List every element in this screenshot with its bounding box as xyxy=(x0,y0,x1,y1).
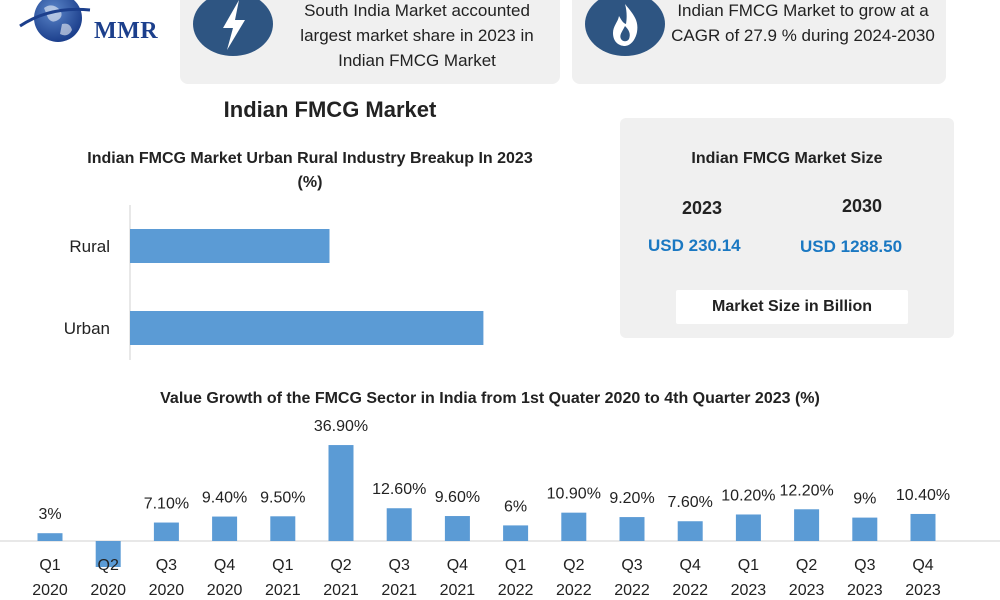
tick-label-quarter: Q3 xyxy=(389,557,410,574)
tick-label-year: 2022 xyxy=(498,582,534,599)
data-label: 10.20% xyxy=(721,487,775,504)
bar xyxy=(561,512,587,541)
bar xyxy=(328,445,354,541)
data-label: 9% xyxy=(853,491,876,508)
bar-rural xyxy=(130,229,330,263)
category-label: Urban xyxy=(64,319,110,338)
data-label: 9.60% xyxy=(435,489,480,506)
tick-label-quarter: Q2 xyxy=(330,557,351,574)
tick-label-quarter: Q2 xyxy=(796,557,817,574)
data-label: 6% xyxy=(504,498,527,515)
bar xyxy=(153,522,179,541)
bar xyxy=(212,516,238,541)
tick-label-year: 2021 xyxy=(440,582,476,599)
data-label: 9.40% xyxy=(202,490,247,507)
data-label: 7.10% xyxy=(144,496,189,513)
tick-label-quarter: Q2 xyxy=(563,557,584,574)
tick-label-quarter: Q3 xyxy=(854,557,875,574)
bar xyxy=(735,514,761,541)
tick-label-year: 2023 xyxy=(789,582,825,599)
tick-label-year: 2020 xyxy=(90,582,126,599)
tick-label-quarter: Q1 xyxy=(738,557,759,574)
bar xyxy=(503,525,529,541)
bar xyxy=(794,509,820,541)
data-label: 36.90% xyxy=(314,418,368,435)
data-label: 10.40% xyxy=(896,487,950,504)
tick-label-quarter: Q4 xyxy=(680,557,701,574)
lightning-bolt-icon xyxy=(193,0,273,56)
data-label: 12.20% xyxy=(779,482,833,499)
info-card-market-share: South India Market accounted largest mar… xyxy=(180,0,560,84)
bar xyxy=(444,516,470,541)
tick-label-year: 2021 xyxy=(323,582,359,599)
bar xyxy=(95,541,121,567)
value-growth-chart-title: Value Growth of the FMCG Sector in India… xyxy=(160,390,820,407)
tick-label-year: 2023 xyxy=(731,582,767,599)
tick-label-quarter: Q4 xyxy=(912,557,933,574)
bar xyxy=(37,533,63,541)
data-label: 9.50% xyxy=(260,489,305,506)
data-label: 7.60% xyxy=(668,494,713,511)
brand-logo: MMR xyxy=(14,0,164,50)
bar xyxy=(852,517,878,541)
tick-label-year: 2020 xyxy=(149,582,185,599)
bar xyxy=(910,513,936,541)
globe-icon xyxy=(19,0,91,42)
tick-label-year: 2022 xyxy=(614,582,650,599)
market-size-year-2030: 2030 xyxy=(842,196,883,216)
tick-label-quarter: Q3 xyxy=(156,557,177,574)
flame-icon xyxy=(585,0,665,56)
bar xyxy=(619,517,645,541)
urban-rural-chart-title: Indian FMCG Market Urban Rural Industry … xyxy=(87,150,533,191)
page-title: Indian FMCG Market xyxy=(223,97,437,122)
tick-label-quarter: Q4 xyxy=(447,557,468,574)
category-label: Rural xyxy=(69,237,110,256)
tick-label-year: 2023 xyxy=(905,582,941,599)
data-label: 10.90% xyxy=(547,486,601,503)
bar xyxy=(270,516,296,541)
data-label: 3% xyxy=(38,506,61,523)
urban-rural-bar-chart: Rural Urban xyxy=(64,205,484,360)
tick-label-year: 2021 xyxy=(381,582,417,599)
tick-label-quarter: Q3 xyxy=(621,557,642,574)
tick-label-year: 2022 xyxy=(556,582,592,599)
info-card-cagr: Indian FMCG Market to grow at a CAGR of … xyxy=(572,0,946,84)
bar xyxy=(677,521,703,541)
brand-name: MMR xyxy=(94,18,159,44)
data-label: 12.60% xyxy=(372,481,426,498)
tick-label-quarter: Q4 xyxy=(214,557,235,574)
tick-label-quarter: Q1 xyxy=(272,557,293,574)
info-card-text: South India Market accounted largest mar… xyxy=(300,1,534,70)
market-size-unit-note: Market Size in Billion xyxy=(676,290,908,324)
market-size-year-2023: 2023 xyxy=(682,198,723,218)
tick-label-quarter: Q1 xyxy=(505,557,526,574)
tick-label-year: 2022 xyxy=(672,582,708,599)
market-size-panel: Indian FMCG Market Size 2023 2030 USD 23… xyxy=(620,118,954,338)
tick-label-year: 2020 xyxy=(207,582,243,599)
tick-label-year: 2021 xyxy=(265,582,301,599)
bar-urban xyxy=(130,311,484,345)
market-size-value-2023: USD 230.14 xyxy=(648,236,741,255)
tick-label-quarter: Q2 xyxy=(98,557,119,574)
bar xyxy=(386,508,412,541)
tick-label-quarter: Q1 xyxy=(39,557,60,574)
market-size-value-2030: USD 1288.50 xyxy=(800,237,903,256)
tick-label-year: 2023 xyxy=(847,582,883,599)
market-size-title: Indian FMCG Market Size xyxy=(691,150,883,167)
data-label: 9.20% xyxy=(609,490,654,507)
info-card-text: Indian FMCG Market to grow at a CAGR of … xyxy=(671,1,935,45)
tick-label-year: 2020 xyxy=(32,582,68,599)
